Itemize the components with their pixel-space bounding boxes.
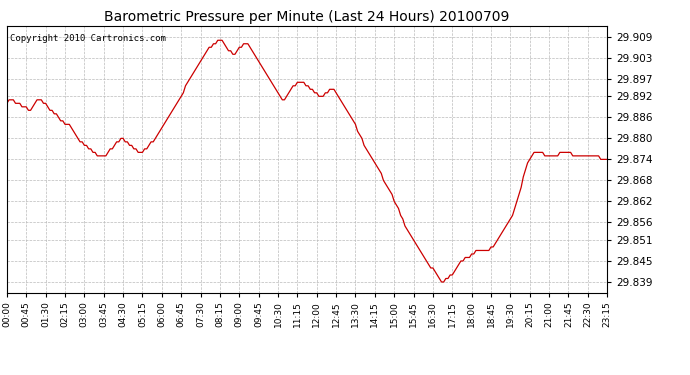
Text: Copyright 2010 Cartronics.com: Copyright 2010 Cartronics.com — [10, 34, 166, 43]
Title: Barometric Pressure per Minute (Last 24 Hours) 20100709: Barometric Pressure per Minute (Last 24 … — [104, 10, 510, 24]
